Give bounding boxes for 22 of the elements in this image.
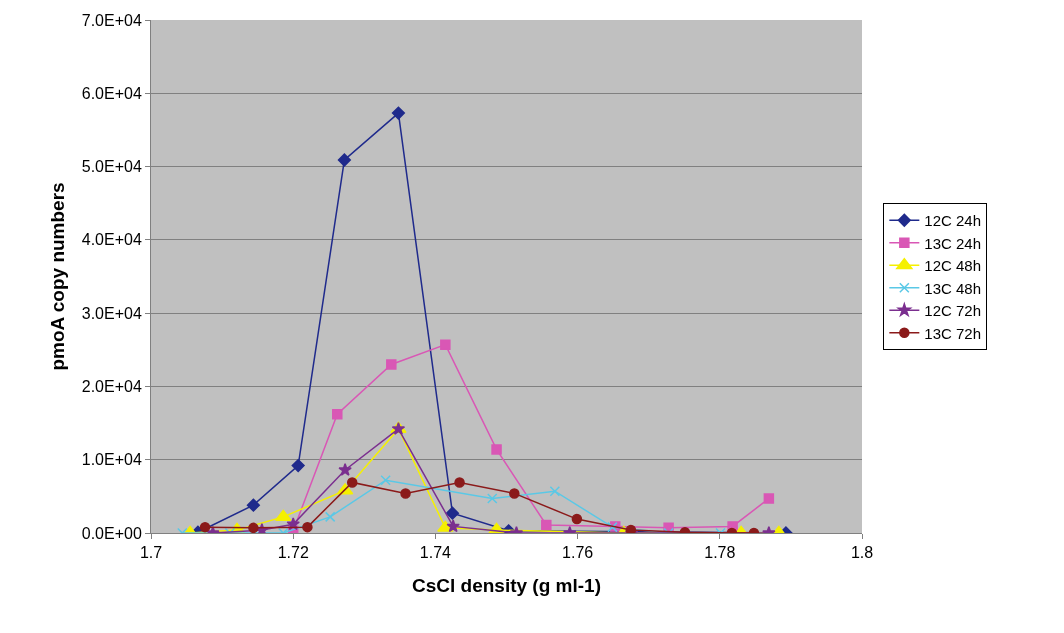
x-tick-label: 1.7 (139, 544, 163, 562)
legend-label: 12C 48h (924, 257, 982, 275)
x-tick-label: 1.74 (419, 544, 452, 562)
y-tick-label: 7.0E+04 (81, 11, 142, 29)
x-axis-title: CsCl density (g ml-1) (412, 575, 601, 596)
legend-label: 12C 72h (924, 302, 982, 320)
x-tick-label: 1.76 (562, 544, 594, 562)
x-tick-label: 1.78 (704, 544, 736, 562)
y-tick-label: 0.0E+00 (81, 524, 142, 542)
x-tick-label: 1.8 (850, 544, 874, 562)
y-tick-label: 1.0E+04 (81, 451, 142, 469)
y-tick-label: 6.0E+04 (81, 84, 142, 102)
y-tick-label: 4.0E+04 (81, 231, 142, 249)
legend-label: 13C 24h (924, 234, 982, 252)
y-tick-label: 3.0E+04 (81, 304, 142, 322)
legend-label: 13C 48h (924, 279, 982, 297)
y-axis-title: pmoA copy numbers (46, 182, 68, 371)
legend-label: 13C 72h (924, 324, 982, 342)
legend-label: 12C 24h (924, 212, 982, 230)
y-tick-label: 5.0E+04 (81, 158, 142, 176)
x-tick-label: 1.72 (277, 544, 309, 562)
y-tick-label: 2.0E+04 (81, 378, 142, 396)
